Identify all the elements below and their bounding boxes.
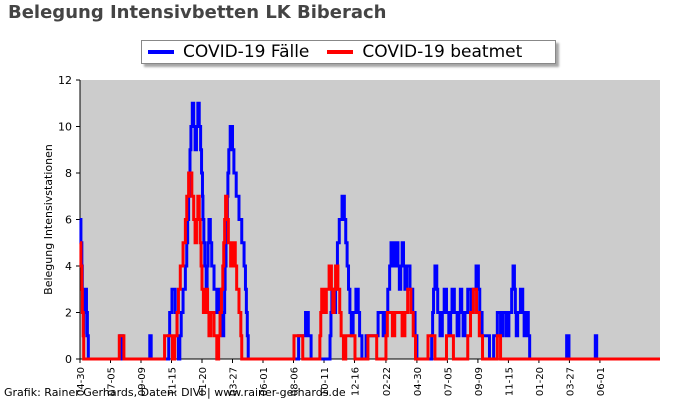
x-tick-label: 08-06 — [290, 367, 301, 396]
y-tick-label: 10 — [58, 121, 72, 134]
x-tick-label: 07-05 — [443, 367, 454, 396]
x-tick-label: 04-30 — [76, 367, 87, 396]
x-tick-label: 09-09 — [474, 367, 485, 396]
legend-swatch-cases — [148, 50, 174, 54]
x-tick-label: 09-09 — [137, 367, 148, 396]
source-credit: Grafik: Rainer Gerhards, Daten: DIVI | w… — [4, 386, 346, 399]
x-tick-label: 07-05 — [107, 367, 118, 396]
x-tick-label: 06-01 — [259, 367, 270, 396]
legend-item-ventilated: COVID-19 beatmet — [327, 42, 522, 62]
legend: COVID-19 Fälle COVID-19 beatmet — [141, 40, 556, 64]
y-tick-label: 2 — [65, 307, 72, 320]
series-line-ventilated — [79, 171, 660, 361]
x-tick-label: 03-27 — [229, 367, 240, 396]
x-tick-label: 10-11 — [320, 367, 331, 396]
x-tick-label: 11-15 — [504, 367, 515, 396]
legend-item-cases: COVID-19 Fälle — [148, 42, 309, 62]
x-tick-label: 02-22 — [382, 367, 393, 396]
x-tick-label: 04-30 — [413, 367, 424, 396]
x-tick-label: 12-16 — [351, 367, 362, 396]
x-tick-label: 01-20 — [198, 367, 209, 396]
legend-label-ventilated: COVID-19 beatmet — [362, 42, 523, 62]
y-tick-label: 8 — [65, 167, 72, 180]
x-tick-label: 06-01 — [596, 367, 607, 396]
legend-label-cases: COVID-19 Fälle — [183, 42, 310, 62]
y-axis-label: Belegung Intensivstationen — [42, 144, 55, 295]
y-tick-label: 12 — [58, 74, 72, 87]
x-tick-label: 11-15 — [168, 367, 179, 396]
y-tick-label: 6 — [65, 214, 72, 227]
x-tick-label: 03-27 — [565, 367, 576, 396]
plot-area — [80, 80, 660, 359]
y-tick-label: 4 — [65, 260, 72, 273]
x-tick-label: 01-20 — [535, 367, 546, 396]
y-tick-label: 0 — [65, 353, 72, 366]
legend-swatch-ventilated — [327, 50, 354, 54]
chart-title: Belegung Intensivbetten LK Biberach — [8, 2, 387, 23]
